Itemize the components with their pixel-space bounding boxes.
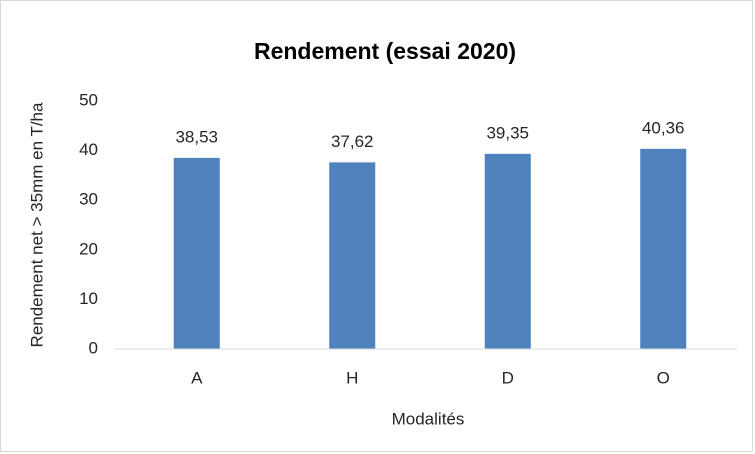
- data-label: 39,35: [486, 123, 529, 142]
- bar: [173, 157, 220, 349]
- x-tick-label: O: [657, 368, 670, 387]
- chart-title: Rendement (essai 2020): [254, 38, 516, 64]
- data-label: 40,36: [642, 118, 685, 137]
- y-tick-label: 50: [79, 90, 98, 109]
- x-axis-title: Modalités: [392, 409, 465, 428]
- bar: [640, 148, 687, 349]
- x-tick-label: D: [502, 368, 514, 387]
- x-tick-label: H: [346, 368, 358, 387]
- bar: [484, 153, 531, 349]
- y-tick-label: 30: [79, 190, 98, 209]
- bar: [329, 162, 376, 349]
- y-tick-label: 40: [79, 140, 98, 159]
- x-tick-label: A: [191, 368, 203, 387]
- y-axis-title: Rendement net > 35mm en T/ha: [27, 102, 46, 347]
- y-tick-label: 20: [79, 239, 98, 258]
- y-tick-label: 10: [79, 289, 98, 308]
- data-label: 38,53: [175, 127, 218, 146]
- data-label: 37,62: [331, 132, 374, 151]
- y-tick-label: 0: [89, 338, 98, 357]
